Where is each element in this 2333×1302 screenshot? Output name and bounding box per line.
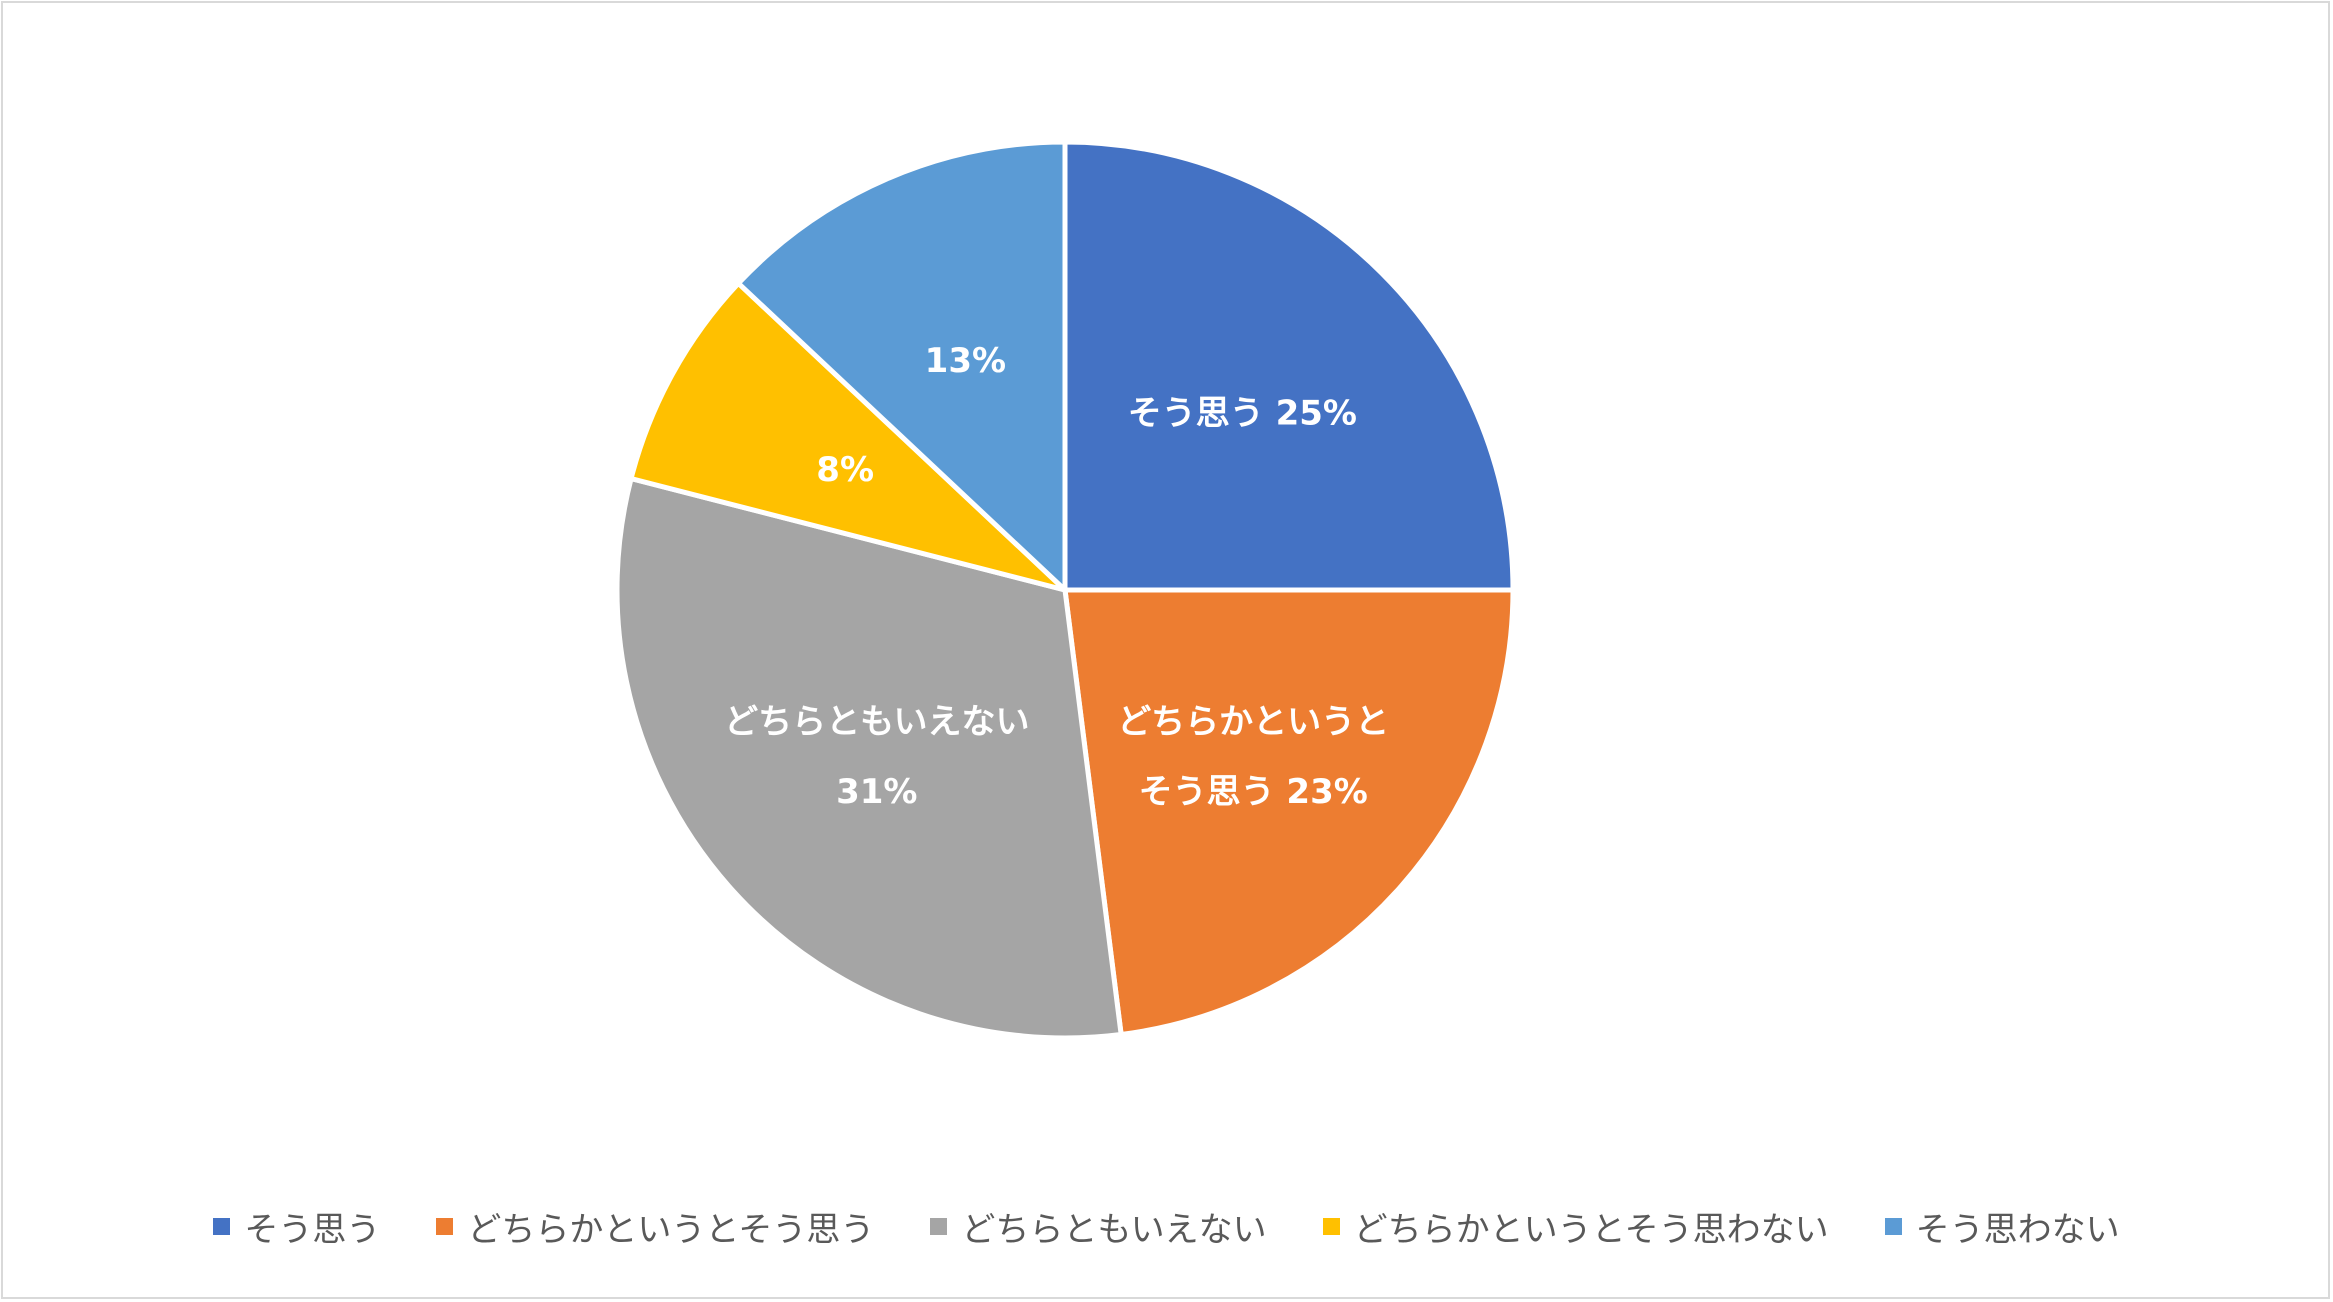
- pie-slices: [614, 139, 1516, 1041]
- chart-legend: そう思う どちらかというとそう思う どちらともいえない どちらかというとそう思わない そ…: [0, 1196, 2333, 1256]
- pie-data-label-line: 8%: [816, 450, 874, 490]
- pie-data-label-line: そう思う 25%: [1128, 394, 1357, 434]
- pie-slice-3: [614, 476, 1124, 1041]
- legend-label: どちらかというとそう思う: [467, 1209, 875, 1250]
- pie-data-label-2: どちらかというとそう思う 23%: [1117, 702, 1389, 812]
- pie-slice-2: [1062, 587, 1516, 1037]
- legend-swatch: [930, 1217, 948, 1235]
- pie-slice-4: [628, 280, 1068, 593]
- pie-data-label-1: そう思う 25%: [1128, 394, 1357, 434]
- legend-label: どちらともいえない: [961, 1209, 1267, 1250]
- legend-item-2: どちらかというとそう思う: [436, 1202, 874, 1251]
- legend-label: そう思わない: [1915, 1209, 2120, 1250]
- legend-swatch: [213, 1217, 231, 1235]
- pie-data-label-line: どちらかというと: [1117, 702, 1389, 742]
- legend-label: どちらかというとそう思わない: [1353, 1209, 1829, 1250]
- legend-swatch: [1322, 1217, 1340, 1235]
- legend-label: そう思う: [244, 1209, 381, 1250]
- pie-data-label-3: どちらともいえない 31%: [724, 702, 1029, 812]
- pie-data-label-line: 31%: [836, 772, 917, 812]
- legend-item-5: そう思わない: [1884, 1202, 2120, 1251]
- pie-slice-1: [1062, 139, 1516, 593]
- pie-data-label-4: 8%: [816, 450, 874, 490]
- pie-slice-5: [735, 139, 1068, 593]
- pie-data-label-5: 13%: [925, 341, 1006, 381]
- pie-data-label-line: どちらともいえない: [724, 702, 1029, 742]
- pie-data-labels: そう思う 25% どちらかというとそう思う 23% どちらともいえない 31% 8% 13…: [724, 341, 1389, 812]
- legend-item-4: どちらかというとそう思わない: [1322, 1202, 1829, 1251]
- legend-item-1: そう思う: [213, 1202, 380, 1251]
- legend-item-3: どちらともいえない: [930, 1202, 1267, 1251]
- legend-swatch: [1884, 1217, 1902, 1235]
- pie-data-label-line: 13%: [925, 341, 1006, 381]
- pie-data-label-line: そう思う 23%: [1139, 772, 1368, 812]
- legend-swatch: [436, 1217, 454, 1235]
